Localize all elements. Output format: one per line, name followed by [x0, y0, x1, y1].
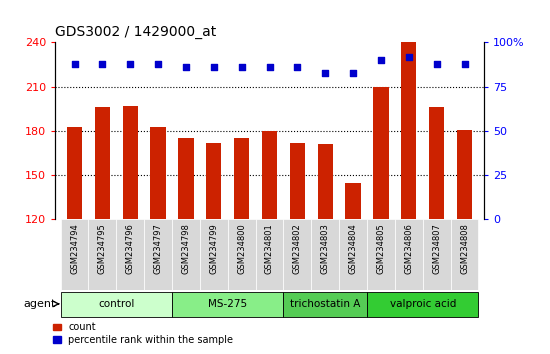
Text: valproic acid: valproic acid	[389, 299, 456, 309]
Text: MS-275: MS-275	[208, 299, 248, 309]
Bar	[345, 183, 361, 219]
Bar	[262, 131, 277, 219]
Text: trichostatin A: trichostatin A	[290, 299, 360, 309]
Point	[265, 64, 274, 70]
FancyBboxPatch shape	[450, 219, 478, 290]
Text: GSM234798: GSM234798	[182, 223, 190, 274]
FancyBboxPatch shape	[283, 219, 311, 290]
Bar	[178, 138, 194, 219]
Bar	[123, 106, 138, 219]
FancyBboxPatch shape	[367, 292, 478, 317]
Text: GSM234807: GSM234807	[432, 223, 441, 274]
FancyBboxPatch shape	[423, 219, 450, 290]
Point	[321, 70, 329, 75]
Bar	[290, 143, 305, 219]
FancyBboxPatch shape	[256, 219, 283, 290]
Point	[153, 61, 162, 67]
Legend: count, percentile rank within the sample: count, percentile rank within the sample	[49, 319, 237, 349]
Text: GSM234799: GSM234799	[210, 223, 218, 274]
FancyBboxPatch shape	[89, 219, 116, 290]
FancyBboxPatch shape	[60, 219, 89, 290]
Text: GDS3002 / 1429000_at: GDS3002 / 1429000_at	[55, 25, 216, 39]
Text: GSM234796: GSM234796	[126, 223, 135, 274]
FancyBboxPatch shape	[339, 219, 367, 290]
Bar	[234, 138, 249, 219]
Point	[70, 61, 79, 67]
FancyBboxPatch shape	[172, 219, 200, 290]
Text: GSM234808: GSM234808	[460, 223, 469, 274]
Point	[349, 70, 358, 75]
Text: GSM234795: GSM234795	[98, 223, 107, 274]
Bar	[373, 87, 389, 219]
Text: GSM234804: GSM234804	[349, 223, 358, 274]
Bar	[150, 127, 166, 219]
Text: agent: agent	[23, 299, 56, 309]
Point	[210, 64, 218, 70]
FancyBboxPatch shape	[144, 219, 172, 290]
Text: GSM234802: GSM234802	[293, 223, 302, 274]
Bar	[457, 130, 472, 219]
Text: GSM234805: GSM234805	[376, 223, 386, 274]
Text: GSM234806: GSM234806	[404, 223, 413, 274]
FancyBboxPatch shape	[283, 292, 367, 317]
Point	[432, 61, 441, 67]
Point	[237, 64, 246, 70]
Bar	[67, 127, 82, 219]
FancyBboxPatch shape	[200, 219, 228, 290]
Text: GSM234797: GSM234797	[153, 223, 163, 274]
Bar	[429, 107, 444, 219]
Text: control: control	[98, 299, 134, 309]
Bar	[206, 143, 222, 219]
FancyBboxPatch shape	[116, 219, 144, 290]
FancyBboxPatch shape	[60, 292, 172, 317]
Point	[460, 61, 469, 67]
FancyBboxPatch shape	[311, 219, 339, 290]
FancyBboxPatch shape	[228, 219, 256, 290]
FancyBboxPatch shape	[172, 292, 283, 317]
Text: GSM234803: GSM234803	[321, 223, 329, 274]
Text: GSM234800: GSM234800	[237, 223, 246, 274]
FancyBboxPatch shape	[395, 219, 423, 290]
Point	[98, 61, 107, 67]
Bar	[401, 42, 416, 219]
Point	[404, 54, 413, 59]
Text: GSM234794: GSM234794	[70, 223, 79, 274]
Bar	[317, 144, 333, 219]
Point	[126, 61, 135, 67]
Text: GSM234801: GSM234801	[265, 223, 274, 274]
Point	[182, 64, 190, 70]
Point	[377, 57, 386, 63]
Point	[293, 64, 302, 70]
FancyBboxPatch shape	[367, 219, 395, 290]
Bar	[95, 107, 110, 219]
